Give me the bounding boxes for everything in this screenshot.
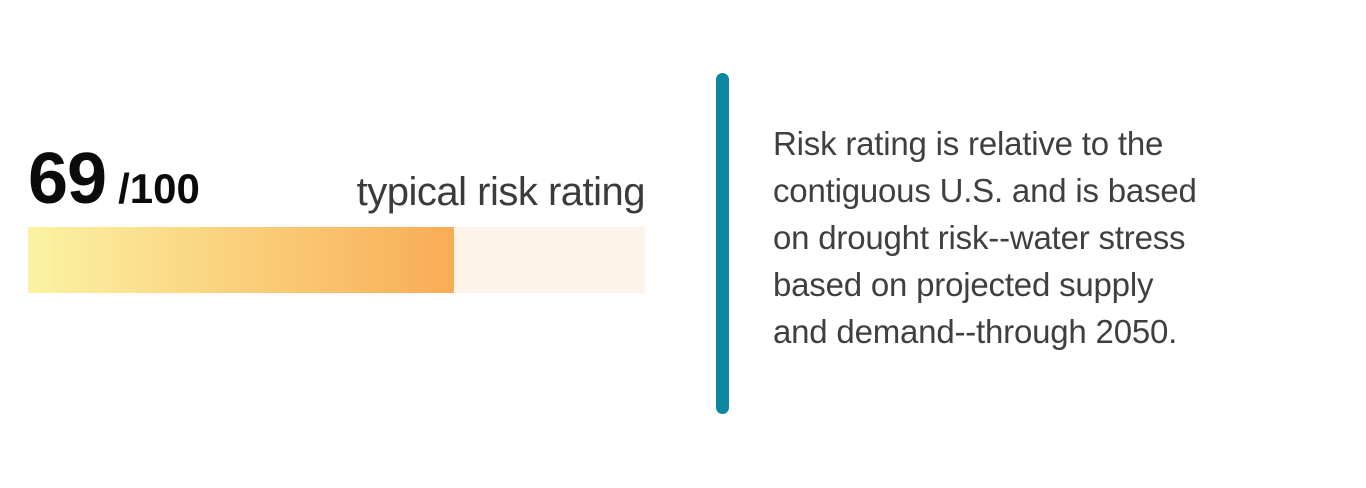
rating-label: typical risk rating: [356, 170, 646, 214]
description-line: Risk rating is relative to the: [773, 125, 1164, 162]
description-line: contiguous U.S. and is based: [773, 172, 1197, 209]
section-divider: [716, 73, 729, 414]
risk-score-value: 69: [28, 139, 107, 219]
risk-score-row: 69 /100: [28, 143, 200, 215]
description-line: based on projected supply: [773, 266, 1154, 303]
rating-bar-track: [28, 227, 645, 293]
risk-score-denominator: /100: [118, 165, 200, 212]
rating-bar-fill: [28, 227, 454, 293]
description-line: and demand--through 2050.: [773, 313, 1178, 350]
description-line: on drought risk--water stress: [773, 219, 1186, 256]
rating-description: Risk rating is relative to the contiguou…: [773, 120, 1293, 355]
